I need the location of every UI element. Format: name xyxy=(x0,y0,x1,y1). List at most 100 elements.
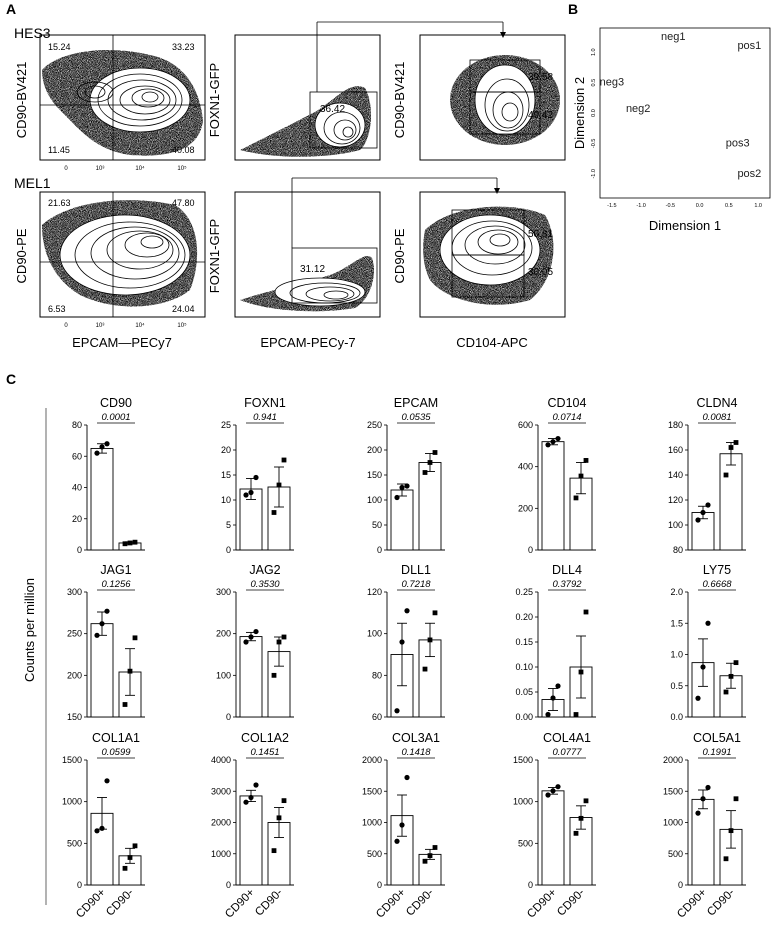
bar-chart-ly75: LY75 0.0 0.5 1.0 1.5 2.0 0.6668 xyxy=(670,563,746,722)
y-tick-label: 120 xyxy=(367,587,382,597)
y-tick-label: 2.0 xyxy=(670,587,683,597)
bar-chart-jag2: JAG2 0 100 200 300 0.3530 xyxy=(216,563,294,722)
data-point xyxy=(550,439,556,445)
data-point xyxy=(276,815,282,821)
y-tick-label: 100 xyxy=(367,495,382,505)
panel-label-a: A xyxy=(6,1,16,17)
p-value: 0.1991 xyxy=(702,747,731,758)
data-point xyxy=(248,794,254,801)
data-point xyxy=(127,668,133,674)
y-tick-label: 150 xyxy=(67,712,82,722)
data-point xyxy=(545,792,551,798)
data-point xyxy=(427,460,433,465)
bar-chart-dll1: DLL1 60 80 100 120 0.7218 xyxy=(367,563,445,722)
chart-title: COL1A2 xyxy=(241,731,289,745)
data-point xyxy=(94,828,100,834)
p-value: 0.0535 xyxy=(401,412,431,423)
data-point xyxy=(248,489,254,496)
data-point xyxy=(253,782,259,788)
y-tick-label: 400 xyxy=(518,462,533,472)
chart-title: COL1A1 xyxy=(92,731,140,745)
y-tick-label: 20 xyxy=(221,445,231,455)
y-tick-label: 25 xyxy=(221,420,231,430)
data-point xyxy=(271,510,277,515)
y-tick-label: 200 xyxy=(518,503,533,513)
data-point xyxy=(132,635,138,641)
y-tick-label: 0.00 xyxy=(515,712,533,722)
gate-value-upper: 50.81 xyxy=(528,229,553,240)
y-tick-label: 80 xyxy=(372,670,382,680)
x-category-label: CD90+ xyxy=(223,886,257,920)
data-point xyxy=(573,830,579,836)
mds-point-label: pos3 xyxy=(726,137,750,149)
y-tick-label: 0 xyxy=(377,880,382,890)
y-tick-label: 1000 xyxy=(513,797,533,807)
data-point xyxy=(427,853,433,859)
x-category-label: CD90+ xyxy=(675,886,709,920)
data-point xyxy=(94,450,100,456)
data-point xyxy=(253,474,259,481)
y-tick-label: 0.20 xyxy=(515,612,533,622)
y-tick-label: 1000 xyxy=(663,818,683,828)
data-point xyxy=(127,855,133,860)
mds-x-tick: -1.0 xyxy=(636,203,645,209)
y-tick-label: 150 xyxy=(367,470,382,480)
data-point xyxy=(122,865,128,871)
data-point xyxy=(700,664,706,670)
quadrant-value-ll: 11.45 xyxy=(48,145,70,155)
y-tick-label: 140 xyxy=(668,470,683,480)
flow-plot-mel1-quadrant: 21.63 47.80 6.53 24.04 CD90-PE EPCAM—PEC… xyxy=(14,191,206,350)
p-value: 0.1451 xyxy=(250,747,279,758)
data-point xyxy=(583,609,589,615)
data-point xyxy=(723,472,729,478)
flow-xlabel: CD104-APC xyxy=(456,335,528,350)
quadrant-value-ul: 21.63 xyxy=(48,198,71,208)
y-tick-label: 0 xyxy=(377,545,382,555)
y-tick-label: 0.5 xyxy=(670,681,683,691)
y-tick-label: 200 xyxy=(367,445,382,455)
contour-lines xyxy=(59,214,191,296)
y-tick-label: 0.25 xyxy=(515,587,533,597)
data-point xyxy=(733,440,739,445)
chart-title: DLL1 xyxy=(401,563,431,577)
bar-chart-col4a1: COL4A1 0 500 1000 1500 0.0777 CD90+CD90- xyxy=(513,731,596,921)
bar-chart-col5a1: COL5A1 0 500 1000 1500 2000 0.1991 CD90+CD90- xyxy=(663,731,746,921)
chart-title: DLL4 xyxy=(552,563,582,577)
flow-ylabel: CD90-PE xyxy=(14,228,29,283)
data-point xyxy=(550,788,556,794)
data-point xyxy=(695,517,701,523)
quadrant-value-ur: 33.23 xyxy=(172,42,195,52)
quadrant-value-ur: 47.80 xyxy=(172,198,195,208)
data-point xyxy=(281,457,287,463)
data-point xyxy=(104,608,110,614)
data-point xyxy=(104,778,110,784)
y-tick-label: 1000 xyxy=(362,818,382,828)
mds-y-tick: 1.0 xyxy=(591,48,597,56)
panel-label-c: C xyxy=(6,371,16,387)
data-point xyxy=(545,442,551,448)
y-tick-label: 10 xyxy=(221,495,231,505)
data-point xyxy=(427,637,433,643)
chart-title: EPCAM xyxy=(394,396,438,410)
data-point xyxy=(555,784,561,790)
y-tick-label: 160 xyxy=(668,445,683,455)
bar xyxy=(239,636,263,718)
tick-x-3: 10⁵ xyxy=(177,322,187,329)
data-point xyxy=(422,666,428,672)
y-tick-label: 100 xyxy=(668,520,683,530)
gate-value-lower: 30.05 xyxy=(528,267,553,278)
y-tick-label: 0 xyxy=(77,545,82,555)
y-tick-label: 200 xyxy=(67,670,82,680)
flow-plot-mel1-cd104: 50.81 30.05 CD90-PE CD104-APC xyxy=(392,191,566,350)
data-point xyxy=(394,494,400,501)
contour-lines xyxy=(474,64,536,136)
bar xyxy=(541,790,565,886)
data-point xyxy=(276,639,282,645)
y-tick-label: 300 xyxy=(67,587,82,597)
panel-label-b: B xyxy=(568,1,578,17)
gate-value: 31.12 xyxy=(300,264,325,275)
mds-x-tick: 0.5 xyxy=(725,203,733,209)
contour-lines xyxy=(314,102,366,148)
data-point xyxy=(573,712,579,717)
bar-charts: CD90 0 20 40 60 80 0.0001 FOXN1 0 5 10 15 20 25 0.941 E… xyxy=(62,396,746,921)
